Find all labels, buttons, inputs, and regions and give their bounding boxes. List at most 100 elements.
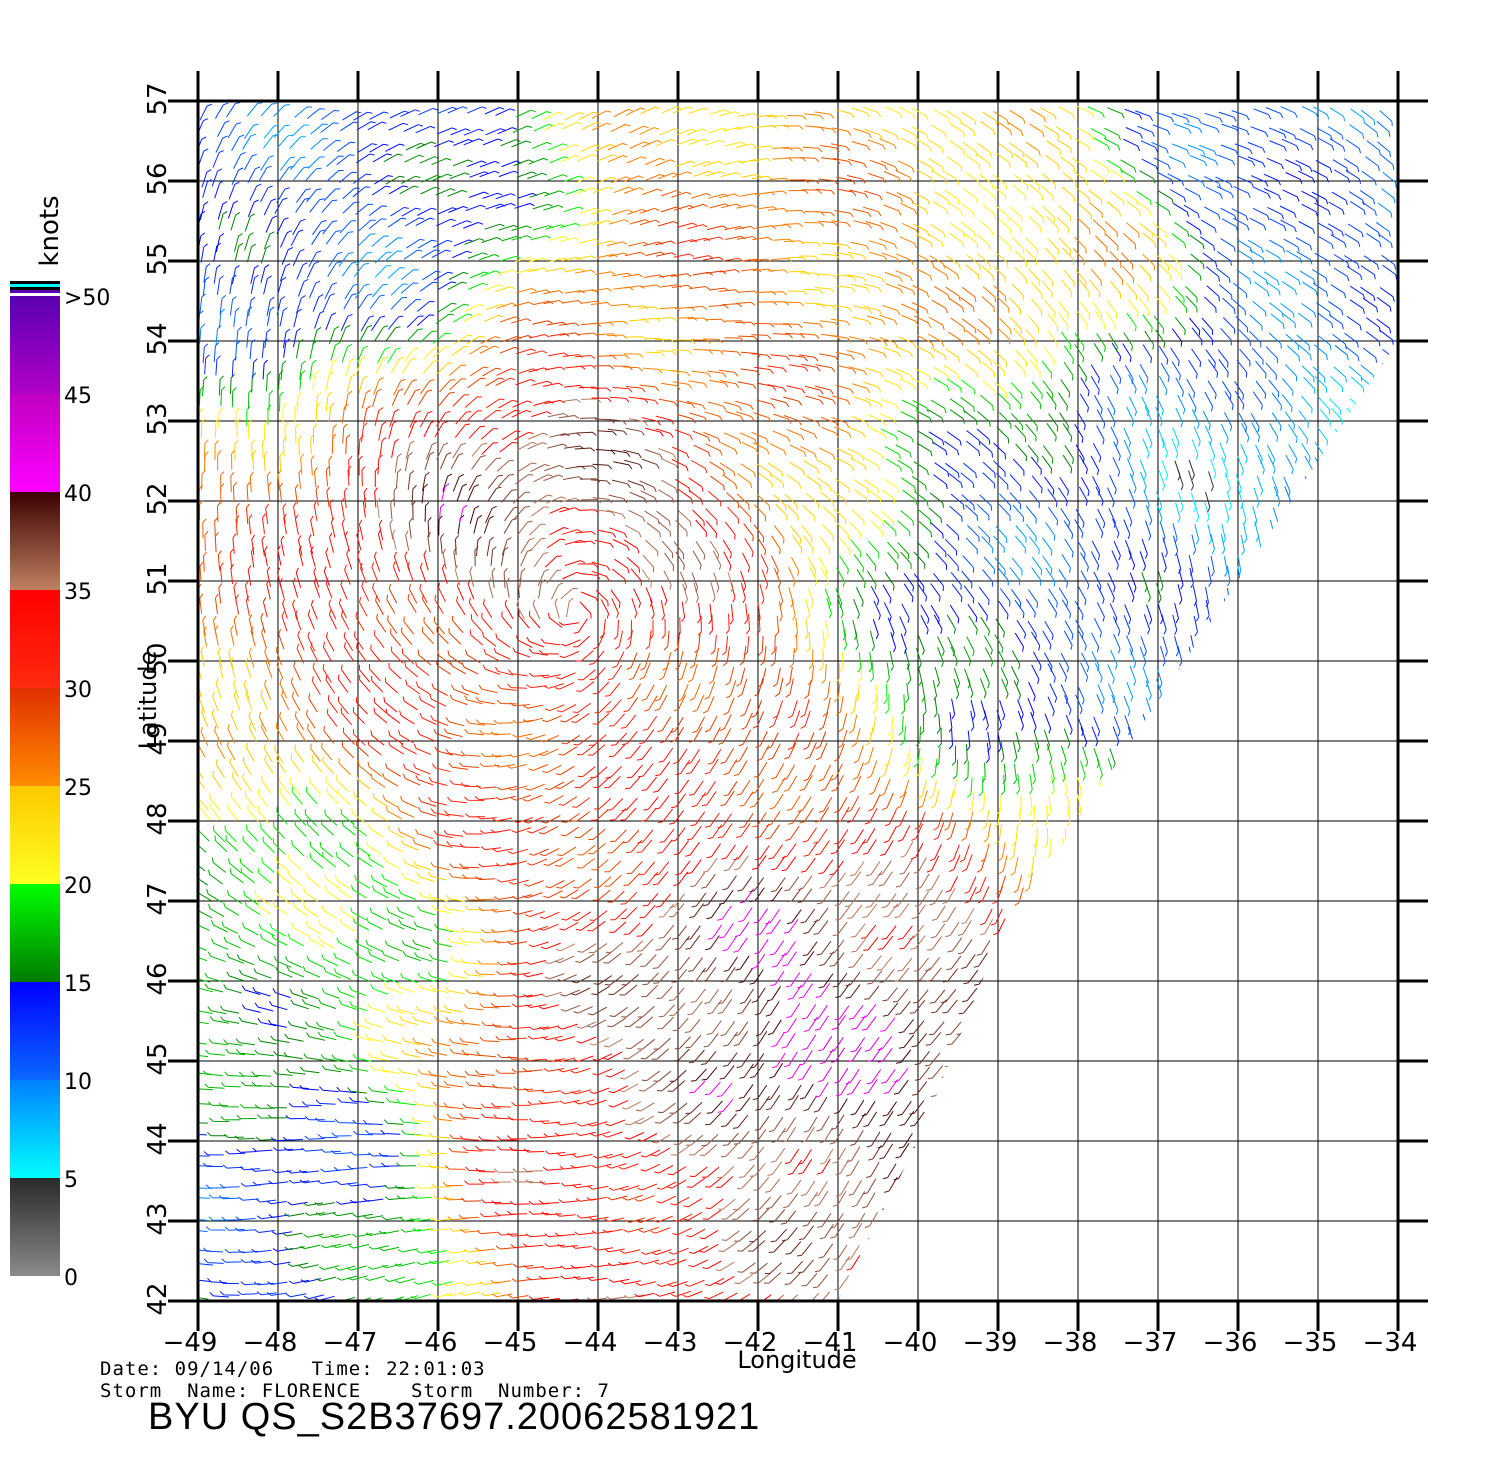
wind-barb bbox=[765, 824, 781, 840]
wind-barb bbox=[344, 390, 353, 410]
wind-barb bbox=[1236, 359, 1248, 378]
wind-barb bbox=[798, 354, 819, 362]
wind-barb bbox=[490, 1002, 511, 1007]
wind-barb bbox=[1106, 1176, 1122, 1190]
wind-barb bbox=[326, 708, 338, 727]
wind-barb bbox=[1318, 1224, 1327, 1245]
wind-barb bbox=[1346, 315, 1362, 331]
wind-barb bbox=[1204, 425, 1213, 445]
wind-barb bbox=[772, 700, 784, 719]
wind-barb bbox=[1252, 301, 1267, 317]
wind-barb bbox=[433, 840, 453, 848]
wind-barb bbox=[900, 841, 914, 858]
wind-barb bbox=[480, 270, 501, 277]
wind-barb bbox=[233, 615, 238, 636]
wind-barb bbox=[824, 588, 832, 609]
wind-barb bbox=[587, 744, 606, 756]
wind-barb bbox=[1290, 968, 1295, 990]
wind-barb bbox=[672, 1227, 692, 1236]
wind-barb bbox=[296, 643, 305, 664]
wind-barb bbox=[900, 1209, 914, 1226]
wind-barb bbox=[228, 857, 242, 874]
wind-barb bbox=[461, 1049, 482, 1057]
wind-barb bbox=[730, 582, 736, 603]
wind-barb bbox=[1383, 1260, 1391, 1280]
wind-barb bbox=[946, 378, 963, 393]
wind-barb bbox=[853, 745, 864, 764]
wind-barb bbox=[602, 1228, 623, 1233]
wind-barb bbox=[492, 1293, 513, 1298]
wind-barb bbox=[1026, 348, 1038, 367]
wind-barb bbox=[744, 603, 748, 625]
wind-barb bbox=[1205, 1062, 1213, 1083]
wind-barb bbox=[345, 357, 356, 377]
wind-barb bbox=[389, 519, 394, 540]
wind-barb bbox=[1289, 793, 1294, 814]
wind-barb bbox=[771, 855, 786, 871]
wind-barb bbox=[449, 863, 469, 870]
wind-barb bbox=[299, 370, 306, 390]
wind-barb bbox=[1139, 1131, 1154, 1148]
wind-barb bbox=[1167, 1145, 1181, 1163]
wind-barb bbox=[834, 1275, 850, 1291]
wind-barb bbox=[1107, 396, 1116, 416]
wind-barb bbox=[933, 377, 950, 392]
wind-barb bbox=[273, 956, 292, 968]
wind-barb bbox=[777, 585, 784, 607]
wind-barb bbox=[286, 1169, 308, 1174]
wind-barb bbox=[1030, 711, 1037, 732]
wind-barb bbox=[287, 1020, 307, 1030]
wind-barb bbox=[606, 1296, 627, 1300]
wind-barb bbox=[581, 398, 602, 403]
wind-barb bbox=[930, 758, 938, 778]
wind-barb bbox=[305, 921, 322, 935]
wind-barb bbox=[1328, 300, 1344, 316]
wind-barb bbox=[1286, 585, 1291, 606]
wind-barb bbox=[1058, 1245, 1075, 1260]
wind-barb bbox=[853, 396, 872, 407]
wind-barb bbox=[1346, 780, 1353, 800]
wind-barb bbox=[576, 858, 596, 869]
wind-barb bbox=[592, 497, 613, 504]
wind-barb bbox=[1305, 1016, 1309, 1037]
wind-barb bbox=[1061, 983, 1073, 1001]
wind-barb bbox=[944, 365, 960, 380]
wind-barb bbox=[293, 502, 297, 523]
wind-barb bbox=[607, 428, 628, 436]
wind-barb bbox=[927, 1113, 943, 1128]
wind-barb bbox=[1060, 761, 1066, 783]
wind-barb bbox=[1377, 409, 1391, 426]
wind-barb bbox=[507, 1232, 528, 1237]
wind-barb bbox=[1009, 474, 1022, 492]
wind-barb bbox=[318, 1234, 340, 1239]
wind-barb bbox=[233, 582, 238, 603]
wind-barb bbox=[671, 793, 686, 809]
wind-barb bbox=[587, 1277, 608, 1281]
wind-barb bbox=[882, 346, 901, 358]
wind-barb bbox=[845, 892, 861, 908]
wind-barb bbox=[623, 539, 640, 554]
wind-barb bbox=[242, 773, 253, 792]
wind-barb bbox=[783, 396, 803, 406]
wind-barb bbox=[262, 513, 266, 534]
wind-barb bbox=[355, 356, 367, 375]
wind-barb bbox=[1220, 710, 1225, 731]
wind-barb bbox=[1137, 1240, 1154, 1254]
wind-barb bbox=[541, 815, 561, 824]
wind-barb bbox=[1011, 283, 1024, 301]
wind-barb bbox=[1157, 603, 1164, 625]
wind-barb bbox=[542, 1166, 564, 1171]
wind-barb bbox=[604, 860, 622, 873]
wind-barb bbox=[1193, 951, 1198, 972]
wind-barb bbox=[1384, 699, 1389, 720]
wind-barb bbox=[689, 1166, 708, 1178]
wind-barb bbox=[1136, 1165, 1152, 1180]
wind-barb bbox=[832, 395, 851, 406]
wind-barb bbox=[620, 892, 638, 905]
wind-barb bbox=[663, 630, 670, 651]
wind-barb bbox=[468, 597, 479, 617]
wind-barb bbox=[901, 477, 917, 492]
wind-barb bbox=[476, 784, 497, 789]
wind-barb bbox=[1186, 1239, 1202, 1255]
wind-barb bbox=[1014, 887, 1024, 906]
